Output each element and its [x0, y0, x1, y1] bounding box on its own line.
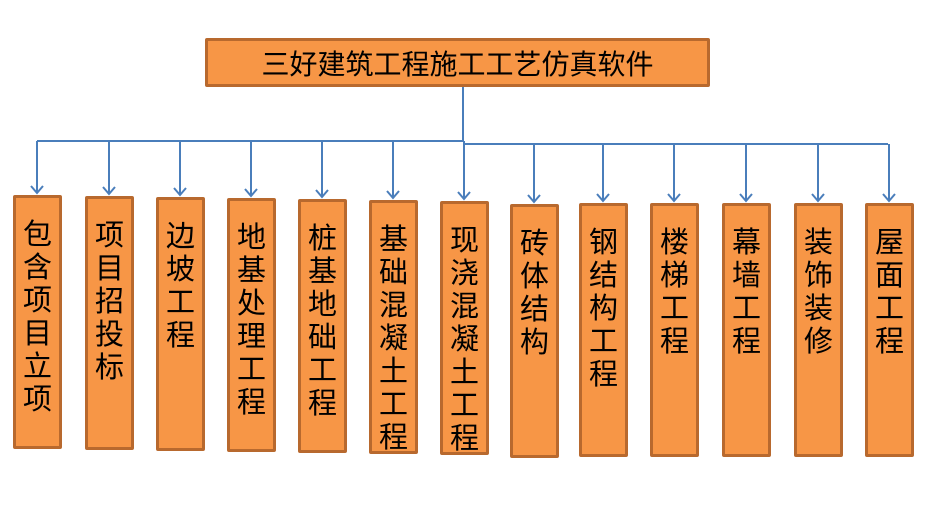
node-label: 基础混凝土工程 [378, 222, 408, 454]
node-box: 砖体结构 [510, 204, 559, 458]
arrowhead-icon [30, 185, 44, 195]
node-box: 现浇混凝土工程 [440, 201, 489, 455]
root-title: 三好建筑工程施工工艺仿真软件 [261, 47, 654, 81]
arrowhead-icon [527, 194, 541, 204]
node-box: 基础混凝土工程 [369, 200, 418, 454]
arrowhead-icon [596, 193, 610, 203]
arrowhead-icon [173, 187, 187, 197]
node-label: 装饰装修 [803, 225, 833, 358]
node-box: 地基处理工程 [227, 198, 276, 452]
node-label: 地基处理工程 [236, 220, 266, 419]
arrowhead-icon [244, 188, 258, 198]
node-box: 幕墙工程 [722, 203, 771, 457]
arrowhead-icon [811, 193, 825, 203]
arrowhead-icon [667, 193, 681, 203]
node-label: 边坡工程 [165, 219, 195, 352]
node-box: 桩基地础工程 [298, 199, 347, 453]
arrowhead-icon [457, 191, 471, 201]
node-label: 桩基地础工程 [307, 221, 337, 420]
arrowhead-icon [739, 193, 753, 203]
node-box: 钢结构工程 [579, 203, 628, 457]
arrowhead-icon [102, 186, 116, 196]
arrowhead-icon [315, 189, 329, 199]
node-box: 楼梯工程 [650, 203, 699, 457]
node-box: 包含项目立项 [13, 195, 62, 449]
node-box: 边坡工程 [156, 197, 205, 451]
node-label: 钢结构工程 [588, 225, 618, 391]
node-label: 屋面工程 [874, 225, 904, 358]
node-label: 幕墙工程 [731, 225, 761, 358]
node-box: 装饰装修 [794, 203, 843, 457]
node-label: 砖体结构 [519, 226, 549, 359]
node-box: 项目招投标 [85, 196, 134, 450]
node-label: 楼梯工程 [659, 225, 689, 358]
arrowhead-icon [882, 193, 896, 203]
arrowhead-icon [386, 190, 400, 200]
node-label: 包含项目立项 [22, 217, 52, 416]
node-box: 屋面工程 [865, 203, 914, 457]
node-label: 现浇混凝土工程 [449, 223, 479, 455]
root-node: 三好建筑工程施工工艺仿真软件 [205, 38, 710, 87]
node-label: 项目招投标 [94, 218, 124, 384]
